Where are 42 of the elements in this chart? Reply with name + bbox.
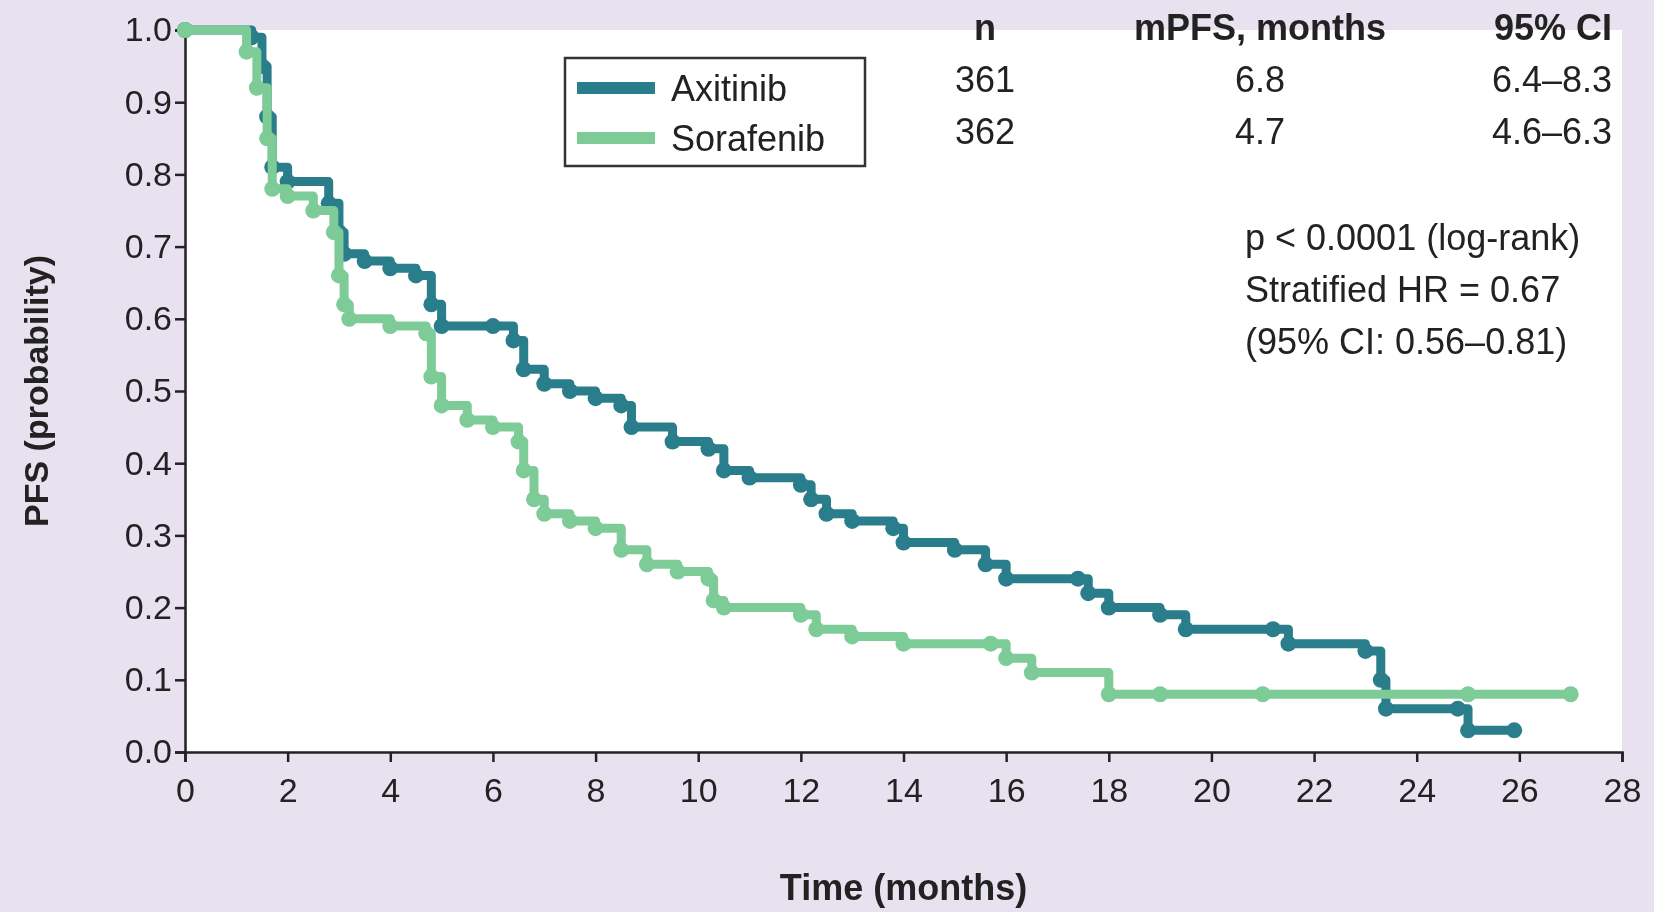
x-tick-label: 14 [885, 771, 923, 810]
x-tick-label: 8 [586, 771, 606, 810]
x-tick-label: 28 [1603, 771, 1642, 810]
y-tick-label: 0.8 [124, 154, 172, 193]
annotation: 361 [954, 59, 1016, 100]
x-tick-label: 12 [782, 771, 821, 810]
annotation: 362 [954, 111, 1016, 152]
x-tick-label: 0 [176, 771, 195, 810]
x-tick-label: 26 [1500, 771, 1539, 810]
annotation: Stratified HR = 0.67 [1245, 269, 1561, 310]
x-tick-label: 6 [483, 771, 503, 810]
legend-label: Axitinib [671, 67, 788, 109]
y-tick-label: 0.7 [124, 226, 172, 265]
x-tick-label: 16 [987, 771, 1026, 810]
y-tick-label: 0.1 [124, 660, 172, 699]
y-tick-label: 0.3 [124, 515, 172, 554]
x-axis-title: Time (months) [779, 867, 1028, 908]
legend-label: Sorafenib [671, 117, 826, 159]
x-tick-label: 10 [679, 771, 718, 810]
x-tick-label: 4 [381, 771, 401, 810]
y-tick-label: 0.6 [124, 299, 172, 338]
x-tick-label: 22 [1295, 771, 1334, 810]
y-axis-title: PFS (probability) [17, 255, 55, 527]
x-tick-label: 24 [1398, 771, 1437, 810]
y-tick-label: 0.2 [124, 587, 172, 626]
annotation: 95% CI [1493, 7, 1612, 48]
x-tick-label: 20 [1193, 771, 1231, 810]
annotation: 4.6–6.3 [1491, 111, 1612, 152]
y-tick-label: 1.0 [124, 10, 172, 49]
y-tick-label: 0.5 [124, 371, 172, 410]
annotation: 6.4–8.3 [1491, 59, 1612, 100]
annotation: 6.8 [1234, 59, 1286, 100]
annotation: n [974, 7, 996, 48]
annotation: 4.7 [1234, 111, 1286, 152]
y-tick-label: 0.9 [124, 82, 172, 121]
annotation: mPFS, months [1133, 7, 1387, 48]
y-tick-label: 0.0 [124, 732, 172, 771]
annotation: (95% CI: 0.56–0.81) [1245, 321, 1568, 362]
y-tick-label: 0.4 [124, 443, 172, 482]
x-tick-label: 2 [278, 771, 298, 810]
annotation: p < 0.0001 (log-rank) [1245, 217, 1581, 258]
x-tick-label: 18 [1090, 771, 1129, 810]
